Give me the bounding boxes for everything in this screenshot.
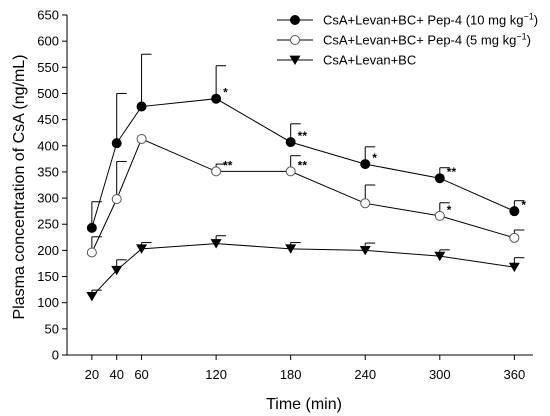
legend-label-3: CsA+Levan+BC [323, 53, 416, 68]
x-tick-label: 240 [354, 367, 376, 382]
axes: 0 50 100 150 200 250 300 350 400 450 500 550 600 650 2… [37, 8, 533, 382]
data-point [434, 173, 445, 184]
x-tick-label: 300 [429, 367, 451, 382]
y-tick-label: 350 [37, 164, 59, 179]
significance-labels: ********* *** [223, 86, 526, 217]
legend-label-1: CsA+Levan+BC+ Pep-4 (10 mg kg−1) [323, 12, 538, 28]
data-point [290, 35, 300, 45]
x-tick-label: 60 [134, 367, 148, 382]
data-point [136, 133, 147, 144]
data-markers [86, 93, 520, 302]
x-tick-label: 360 [504, 367, 526, 382]
data-point [509, 232, 520, 243]
y-tick-label: 50 [45, 321, 59, 336]
data-point [211, 166, 222, 177]
y-tick-label: 250 [37, 217, 59, 232]
y-tick-label: 550 [37, 60, 59, 75]
data-point [86, 292, 98, 302]
y-tick-label: 0 [52, 348, 59, 363]
series-line-3 [91, 243, 515, 297]
y-tick-label: 500 [37, 86, 59, 101]
y-tick-label: 150 [37, 269, 59, 284]
data-point [285, 166, 296, 177]
legend-label-suffix: ) [534, 13, 538, 28]
significance-label: ** [298, 129, 308, 143]
y-tick-label: 100 [37, 295, 59, 310]
y-tick-label: 600 [37, 34, 59, 49]
data-point [111, 265, 123, 276]
y-tick-label: 200 [37, 243, 59, 258]
data-point [111, 138, 122, 149]
series-line-1 [91, 98, 515, 229]
significance-label: ** [223, 158, 233, 172]
significance-label: ** [447, 165, 457, 179]
data-point [360, 159, 371, 170]
y-tick-label: 650 [37, 8, 59, 23]
y-tick-label: 300 [37, 191, 59, 206]
x-tick-label: 180 [280, 367, 302, 382]
data-point [86, 222, 97, 233]
y-tick-label: 450 [37, 112, 59, 127]
significance-label: * [223, 86, 228, 100]
data-point [136, 244, 148, 254]
x-tick-label: 20 [85, 367, 99, 382]
data-point [211, 93, 222, 104]
significance-label: * [521, 198, 526, 212]
data-point [509, 206, 520, 217]
y-tick-label: 400 [37, 138, 59, 153]
data-point [210, 239, 222, 249]
legend-label-superscript: −1 [524, 12, 534, 22]
x-axis-title: Time (min) [266, 396, 342, 413]
data-point [508, 262, 520, 273]
data-point [285, 137, 296, 148]
legend-label-suffix: ) [527, 33, 531, 48]
legend-label-2: CsA+Levan+BC+ Pep-4 (5 mg kg−1) [323, 32, 531, 48]
series-line-2 [91, 138, 515, 253]
data-point [359, 245, 371, 256]
significance-label: ** [298, 158, 308, 172]
y-axis-title: Plasma concentration of CsA (ng/mL) [11, 54, 28, 319]
error-bars [91, 53, 525, 297]
data-point [285, 244, 297, 254]
significance-label: * [372, 151, 377, 165]
x-tick-label: 120 [205, 367, 227, 382]
x-tick-label: 40 [109, 367, 123, 382]
legend-label-superscript: −1 [516, 32, 526, 42]
data-point [290, 15, 300, 25]
data-point [136, 101, 147, 112]
data-point [434, 210, 445, 221]
significance-label: * [447, 203, 452, 217]
data-point [434, 251, 446, 262]
data-point [289, 55, 301, 65]
data-point [86, 247, 97, 258]
data-point [111, 194, 122, 205]
legend: CsA+Levan+BC+ Pep-4 (10 mg kg−1) CsA+Leva… [277, 12, 538, 68]
data-point [360, 198, 371, 209]
